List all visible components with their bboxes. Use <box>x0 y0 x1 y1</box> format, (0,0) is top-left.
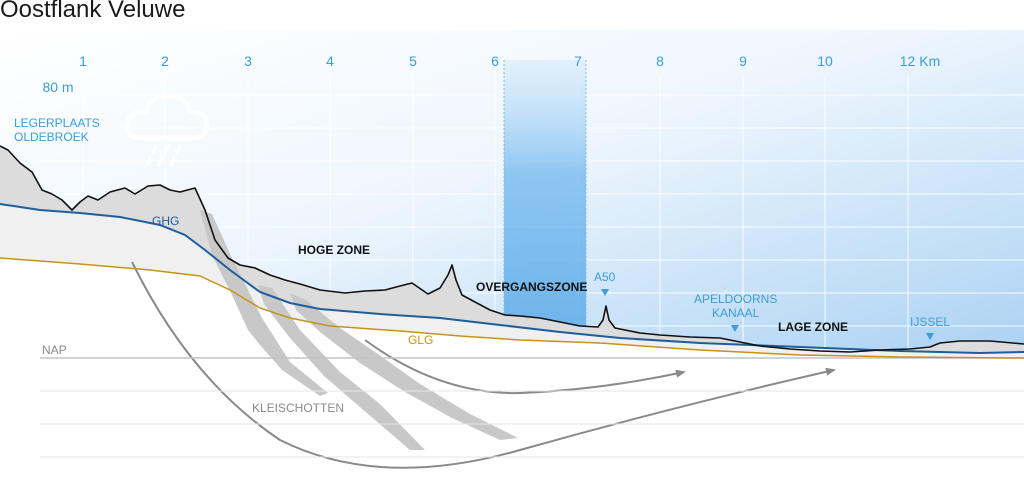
underground-gridlines <box>40 390 1024 458</box>
ijssel-marker-icon <box>926 333 934 340</box>
km-tick-label: 2 <box>161 53 169 69</box>
shallow-flow-arrow <box>364 339 686 395</box>
elevation-label: 80 m <box>42 79 73 95</box>
overgangszone-label: OVERGANGSZONE <box>476 280 587 294</box>
apeldoorns-kanaal-marker-icon <box>731 325 739 332</box>
km-tick-label: 8 <box>656 53 664 69</box>
apeldoorns-kanaal-label-line1: APELDOORNS <box>694 292 777 306</box>
lage-zone-label: LAGE ZONE <box>778 320 848 334</box>
a50-label: A50 <box>594 270 616 284</box>
kleischotten-label: KLEISCHOTTEN <box>252 401 344 415</box>
glg-label: GLG <box>408 333 433 347</box>
diagram-title: Oostflank Veluwe <box>0 0 186 23</box>
km-tick-label: 9 <box>739 53 747 69</box>
km-tick-label: 1 <box>79 53 87 69</box>
nap-label: NAP <box>42 343 67 357</box>
km-tick-label: 10 <box>817 53 833 69</box>
apeldoorns-kanaal-label-line2: KANAAL <box>712 306 760 320</box>
km-tick-label: 12 Km <box>900 53 940 69</box>
ghg-line <box>0 203 1024 355</box>
km-tick-label: 5 <box>409 53 417 69</box>
groundwater-flow-arrows <box>131 261 836 469</box>
km-tick-label: 6 <box>491 53 499 69</box>
terrain-surface <box>0 145 1024 353</box>
ijssel-label: IJSSEL <box>910 315 950 329</box>
km-tick-label: 3 <box>244 53 252 69</box>
km-axis: 1 2 3 4 5 6 7 8 9 10 12 Km <box>79 53 940 69</box>
overgangszone-band <box>504 60 586 345</box>
legerplaats-label-line1: LEGERPLAATS <box>14 116 100 130</box>
hoge-zone-label: HOGE ZONE <box>298 243 370 257</box>
deep-flow-arrow <box>131 261 836 469</box>
rain-cloud-icon <box>125 93 210 167</box>
km-tick-label: 7 <box>574 53 582 69</box>
glg-line <box>0 257 1024 359</box>
km-tick-label: 4 <box>326 53 334 69</box>
ghg-label: GHG <box>152 214 179 228</box>
legerplaats-label-line2: OLDEBROEK <box>14 130 89 144</box>
a50-marker-icon <box>601 289 609 296</box>
